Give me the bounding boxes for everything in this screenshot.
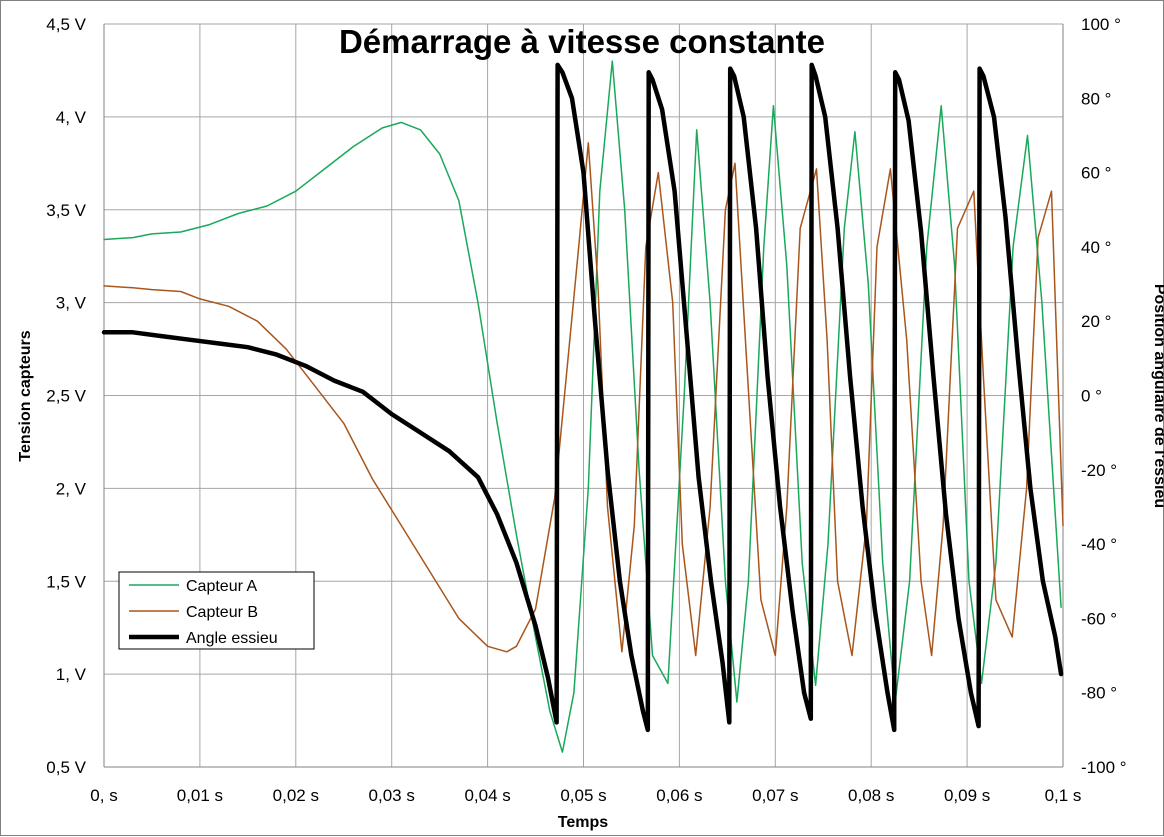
series-line-capteur-b (103, 142, 1064, 657)
x-tick-label: 0,03 s (369, 786, 415, 805)
x-tick-label: 0,06 s (656, 786, 702, 805)
y2-tick-label: 0 ° (1081, 387, 1102, 406)
y2-tick-label: 20 ° (1081, 312, 1111, 331)
legend-label-capteur-b: Capteur B (186, 604, 258, 621)
series-line-capteur-a (103, 60, 1062, 753)
ticks-layer: 0,5 V 1, V 1,5 V 2, V 2,5 V 3, V 3,5 V 4, V 4,5 … (46, 15, 1126, 805)
legend-label-capteur-a: Capteur A (186, 578, 257, 595)
x-tick-label: 0,02 s (273, 786, 319, 805)
y-tick-label: 3,5 V (46, 201, 86, 220)
x-tick-label: 0,09 s (944, 786, 990, 805)
y-tick-label: 2,5 V (46, 387, 86, 406)
y-tick-label: 1, V (56, 665, 87, 684)
y2-tick-label: 100 ° (1081, 15, 1121, 34)
y-tick-label: 4, V (56, 108, 87, 127)
y2-axis-label: Position angulaire de l'essieu (1151, 284, 1164, 508)
series-layer (101, 60, 1064, 753)
y-tick-label: 3, V (56, 294, 87, 313)
legend: Capteur A Capteur B Angle essieu (118, 571, 315, 650)
y2-tick-label: -60 ° (1081, 609, 1117, 628)
x-tick-label: 0,1 s (1045, 786, 1082, 805)
y2-tick-label: 80 ° (1081, 89, 1111, 108)
y-tick-label: 0,5 V (46, 758, 86, 777)
x-tick-label: 0,08 s (848, 786, 894, 805)
x-axis-label: Temps (558, 814, 608, 831)
y-axis-label: Tension capteurs (17, 330, 34, 461)
chart-title: Démarrage à vitesse constante (339, 23, 825, 60)
x-tick-label: 0,04 s (464, 786, 510, 805)
y-tick-label: 1,5 V (46, 572, 86, 591)
y2-tick-label: -80 ° (1081, 684, 1117, 703)
series-line-angle-essieu (101, 62, 1064, 733)
x-tick-label: 0,07 s (752, 786, 798, 805)
y2-tick-label: 40 ° (1081, 238, 1111, 257)
x-tick-label: 0,01 s (177, 786, 223, 805)
y-tick-label: 2, V (56, 479, 87, 498)
y2-tick-label: 60 ° (1081, 164, 1111, 183)
y2-tick-label: -20 ° (1081, 461, 1117, 480)
x-tick-label: 0,05 s (560, 786, 606, 805)
y2-tick-label: -40 ° (1081, 535, 1117, 554)
y2-tick-label: -100 ° (1081, 758, 1127, 777)
y-tick-label: 4,5 V (46, 15, 86, 34)
x-tick-label: 0, s (90, 786, 117, 805)
legend-label-angle-essieu: Angle essieu (186, 630, 278, 647)
